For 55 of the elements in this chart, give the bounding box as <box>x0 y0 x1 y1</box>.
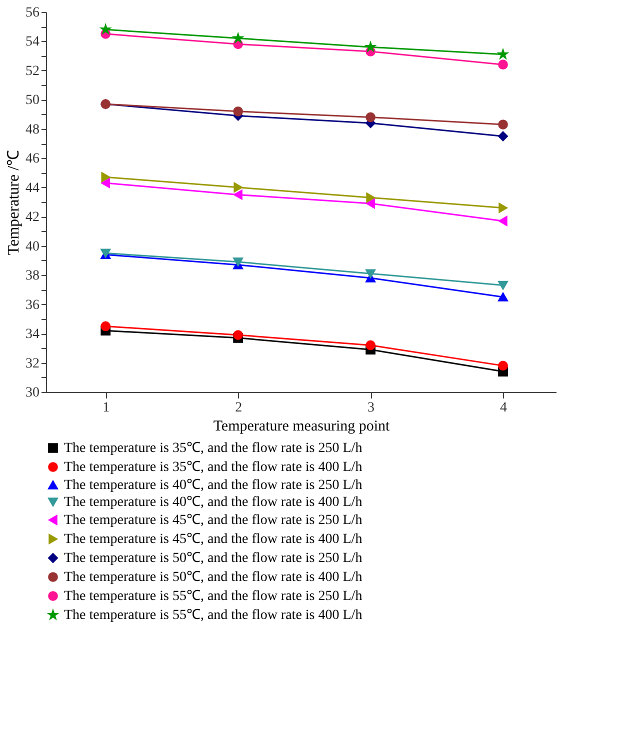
legend-label: The temperature is 40℃, and the flow rate is 400 L/h <box>64 495 362 510</box>
legend-label: The temperature is 50℃, and the flow rate is 400 L/h <box>64 570 362 585</box>
point <box>233 33 243 42</box>
y-axis-title: Temperature /℃ <box>6 150 22 256</box>
legend-label: The temperature is 35℃, and the flow rate is 250 L/h <box>64 441 362 456</box>
y-tick-label: 54 <box>26 34 40 50</box>
x-axis-title: Temperature measuring point <box>213 418 391 434</box>
y-tick-label: 36 <box>26 298 40 313</box>
point <box>366 198 375 208</box>
y-tick-label: 34 <box>26 327 40 342</box>
y-tick-label: 30 <box>26 386 40 400</box>
legend-label: The temperature is 50℃, and the flow rate is 250 L/h <box>64 551 362 566</box>
y-tick-label: 50 <box>26 93 40 108</box>
y-tick-label: 56 <box>26 6 40 20</box>
point <box>498 216 508 226</box>
point <box>366 112 376 122</box>
point <box>498 280 508 290</box>
point <box>100 321 111 332</box>
point <box>366 269 376 278</box>
point <box>234 182 242 192</box>
x-tick-label: 4 <box>500 400 508 416</box>
y-tick-label: 48 <box>26 122 40 138</box>
y-tick-label: 46 <box>26 152 40 167</box>
legend-label: The temperature is 40℃, and the flow rate is 250 L/h <box>64 478 362 493</box>
legend-label: The temperature is 45℃, and the flow rate is 250 L/h <box>64 513 362 528</box>
y-tick-label: 52 <box>26 64 40 79</box>
point <box>233 106 244 116</box>
point <box>498 360 508 371</box>
legend-label: The temperature is 55℃, and the flow rate is 250 L/h <box>64 589 362 604</box>
y-tick-label: 32 <box>26 356 40 372</box>
point <box>498 131 508 142</box>
point <box>233 330 244 340</box>
y-tick-label: 40 <box>26 239 40 254</box>
point <box>498 49 508 59</box>
point <box>366 340 376 350</box>
x-tick-label: 2 <box>235 400 242 416</box>
point <box>366 42 376 52</box>
legend-label: The temperature is 45℃, and the flow rate is 400 L/h <box>64 532 362 547</box>
point <box>366 192 375 203</box>
legend-label: The temperature is 55℃, and the flow rate is 400 L/h <box>64 608 362 623</box>
point <box>498 120 508 130</box>
point <box>234 190 242 200</box>
x-tick-label: 3 <box>368 400 375 416</box>
point <box>498 60 508 70</box>
point <box>101 172 110 182</box>
point <box>498 292 508 302</box>
y-tick-label: 44 <box>26 180 40 196</box>
point <box>100 24 110 34</box>
x-tick-label: 1 <box>102 400 110 416</box>
legend-label: The temperature is 35℃, and the flow rate is 400 L/h <box>64 460 362 475</box>
point <box>233 258 244 266</box>
point <box>498 202 508 213</box>
point <box>101 178 110 188</box>
y-tick-label: 42 <box>26 210 40 226</box>
y-tick-label: 38 <box>26 268 40 284</box>
